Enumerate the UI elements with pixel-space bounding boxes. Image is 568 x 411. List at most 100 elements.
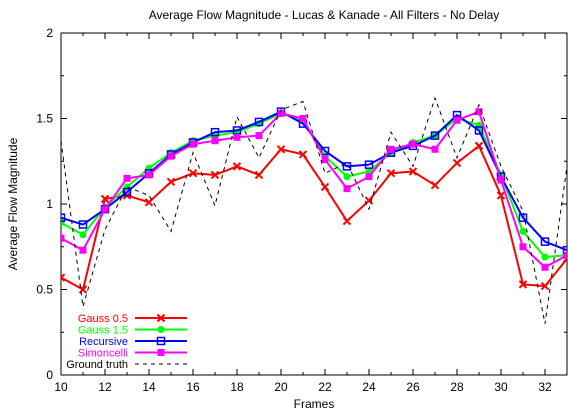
y-tick-label: 2 xyxy=(46,26,53,40)
data-point-recursive xyxy=(61,213,66,222)
data-point-recursive xyxy=(562,245,567,255)
data-point-gauss-0-5 xyxy=(320,182,330,192)
data-point-recursive xyxy=(430,131,440,140)
x-axis-label: Frames xyxy=(294,397,335,411)
data-point-gauss-0-5 xyxy=(342,216,352,226)
data-point-gauss-0-5 xyxy=(188,169,198,178)
data-point-simoncelli xyxy=(563,251,567,259)
data-point-simoncelli xyxy=(211,137,219,145)
data-point-simoncelli xyxy=(255,132,263,140)
data-point-simoncelli xyxy=(387,145,395,153)
data-point-gauss-0-5 xyxy=(518,280,528,289)
data-point-gauss-0-5 xyxy=(408,167,418,176)
series-line-recursive xyxy=(61,110,567,252)
x-tick-label: 32 xyxy=(538,380,552,394)
legend-marker-gauss-0-5 xyxy=(156,313,166,323)
y-tick-label: 0.5 xyxy=(36,283,53,297)
data-point-simoncelli xyxy=(409,140,417,148)
series-line-gauss-1-5 xyxy=(61,112,567,259)
series-simoncelli xyxy=(61,108,567,271)
data-point-gauss-1-5 xyxy=(343,173,351,181)
data-point-recursive xyxy=(342,162,352,171)
data-point-simoncelli xyxy=(277,109,285,117)
data-point-gauss-0-5 xyxy=(61,273,66,282)
legend-label-simoncelli: Simoncelli xyxy=(78,348,128,360)
data-point-gauss-0-5 xyxy=(364,196,374,205)
plot-area: 0 0.5 1 1.5 2 10 12 14 16 18 20 22 24 26 28 30 32 xyxy=(36,26,568,394)
x-tick-label: 30 xyxy=(494,380,508,394)
data-point-simoncelli xyxy=(497,176,505,184)
data-point-gauss-0-5 xyxy=(540,281,550,291)
data-point-gauss-0-5 xyxy=(166,177,176,186)
data-point-gauss-0-5 xyxy=(144,198,154,207)
data-point-gauss-0-5 xyxy=(210,170,220,180)
data-point-simoncelli xyxy=(123,174,131,182)
data-point-gauss-0-5 xyxy=(276,145,286,154)
data-point-recursive xyxy=(122,187,132,197)
legend-label-gauss-0-5: Gauss 0.5 xyxy=(78,313,128,325)
data-point-gauss-1-5 xyxy=(541,253,549,261)
x-tick-label: 10 xyxy=(54,380,68,394)
data-point-gauss-0-5 xyxy=(100,194,110,204)
data-point-simoncelli xyxy=(233,133,241,141)
legend-item-gauss-0-5: Gauss 0.5 xyxy=(78,313,187,325)
plot-frame xyxy=(60,32,568,376)
legend-label-ground-truth: Ground truth xyxy=(66,359,128,371)
x-tick-label: 22 xyxy=(318,380,332,394)
legend-item-recursive: Recursive xyxy=(79,336,187,348)
data-point-recursive xyxy=(518,213,528,222)
data-point-simoncelli xyxy=(541,263,549,271)
data-point-simoncelli xyxy=(519,243,527,251)
x-tick-label: 16 xyxy=(186,380,200,394)
data-point-simoncelli xyxy=(299,115,307,122)
legend-item-ground-truth: Ground truth xyxy=(66,359,187,371)
series-line-gauss-0-5 xyxy=(61,144,567,292)
series-ground-truth xyxy=(61,96,567,324)
y-tick-label: 1.5 xyxy=(36,112,53,126)
data-point-gauss-0-5 xyxy=(452,158,462,168)
y-axis-label: Average Flow Magnitude xyxy=(6,137,20,270)
data-point-simoncelli xyxy=(431,145,439,153)
data-point-simoncelli xyxy=(321,156,329,164)
data-point-gauss-0-5 xyxy=(474,141,484,151)
data-point-simoncelli xyxy=(167,152,175,160)
data-point-recursive xyxy=(78,220,88,229)
series-gauss-0-5 xyxy=(61,141,567,294)
data-point-simoncelli xyxy=(145,171,153,179)
chart-title: Average Flow Magnitude - Lucas & Kanade … xyxy=(149,8,500,22)
y-tick-label: 1 xyxy=(46,197,53,211)
data-point-gauss-0-5 xyxy=(298,150,308,159)
data-point-simoncelli xyxy=(453,116,461,124)
data-point-simoncelli xyxy=(365,173,373,181)
legend-item-gauss-1-5: Gauss 1.5 xyxy=(78,325,187,337)
data-point-simoncelli xyxy=(101,205,109,213)
x-tick-label: 14 xyxy=(142,380,156,394)
x-tick-label: 12 xyxy=(98,380,112,394)
legend-label-gauss-1-5: Gauss 1.5 xyxy=(78,325,128,337)
x-tick-label: 24 xyxy=(362,380,376,394)
y-tick-label: 0 xyxy=(46,368,53,382)
x-tick-label: 26 xyxy=(406,380,420,394)
data-point-gauss-1-5 xyxy=(519,227,527,235)
data-point-simoncelli xyxy=(343,185,351,193)
x-tick-label: 18 xyxy=(230,380,244,394)
x-tick-label: 28 xyxy=(450,380,464,394)
data-point-recursive xyxy=(210,127,220,137)
data-point-recursive xyxy=(474,126,484,135)
data-point-gauss-0-5 xyxy=(386,169,396,178)
series-line-ground-truth xyxy=(61,96,567,324)
data-point-gauss-0-5 xyxy=(232,162,242,171)
data-point-gauss-0-5 xyxy=(430,180,440,190)
x-tick-label: 20 xyxy=(274,380,288,394)
data-point-simoncelli xyxy=(79,246,87,254)
legend-marker-simoncelli xyxy=(157,349,165,356)
data-point-simoncelli xyxy=(61,234,65,242)
data-point-gauss-0-5 xyxy=(254,170,264,180)
legend-marker-gauss-1-5 xyxy=(157,326,165,333)
data-point-simoncelli xyxy=(189,140,197,148)
legend-marker-recursive xyxy=(156,336,166,346)
data-point-gauss-1-5 xyxy=(79,231,87,239)
